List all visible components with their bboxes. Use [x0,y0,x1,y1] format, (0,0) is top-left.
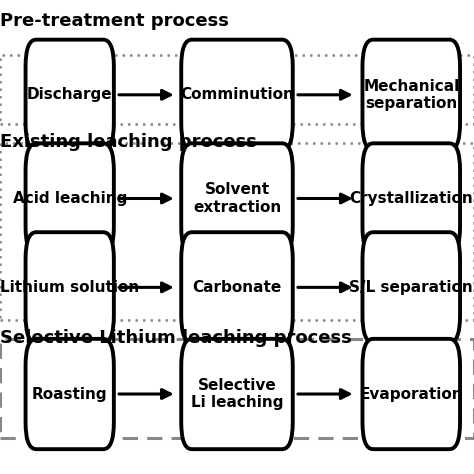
Text: Existing leaching process: Existing leaching process [0,133,257,151]
FancyBboxPatch shape [181,143,293,254]
Text: Lithium solution: Lithium solution [0,280,139,295]
Text: Solvent
extraction: Solvent extraction [193,182,281,215]
Text: Roasting: Roasting [32,386,108,401]
Bar [0,143,474,320]
FancyBboxPatch shape [181,232,293,343]
Bar [0,55,474,125]
FancyBboxPatch shape [26,339,114,449]
FancyBboxPatch shape [26,143,114,254]
Text: Comminution: Comminution [180,87,294,102]
FancyBboxPatch shape [363,232,460,343]
Text: Evaporation: Evaporation [359,386,463,401]
FancyBboxPatch shape [181,40,293,150]
Text: Mechanical
separation: Mechanical separation [363,79,459,111]
Text: Discharge: Discharge [27,87,112,102]
FancyBboxPatch shape [363,339,460,449]
Text: Acid leaching: Acid leaching [12,191,127,206]
Text: Crystallization: Crystallization [349,191,473,206]
FancyBboxPatch shape [26,40,114,150]
Text: Selective
Li leaching: Selective Li leaching [191,378,283,410]
Text: S/L separation: S/L separation [349,280,473,295]
FancyBboxPatch shape [363,40,460,150]
FancyBboxPatch shape [26,232,114,343]
Text: Selective Lithium leaching process: Selective Lithium leaching process [0,329,352,347]
FancyBboxPatch shape [363,143,460,254]
FancyBboxPatch shape [181,339,293,449]
Text: Carbonate: Carbonate [192,280,282,295]
Text: Pre-treatment process: Pre-treatment process [0,12,229,30]
Bar [0,339,474,438]
